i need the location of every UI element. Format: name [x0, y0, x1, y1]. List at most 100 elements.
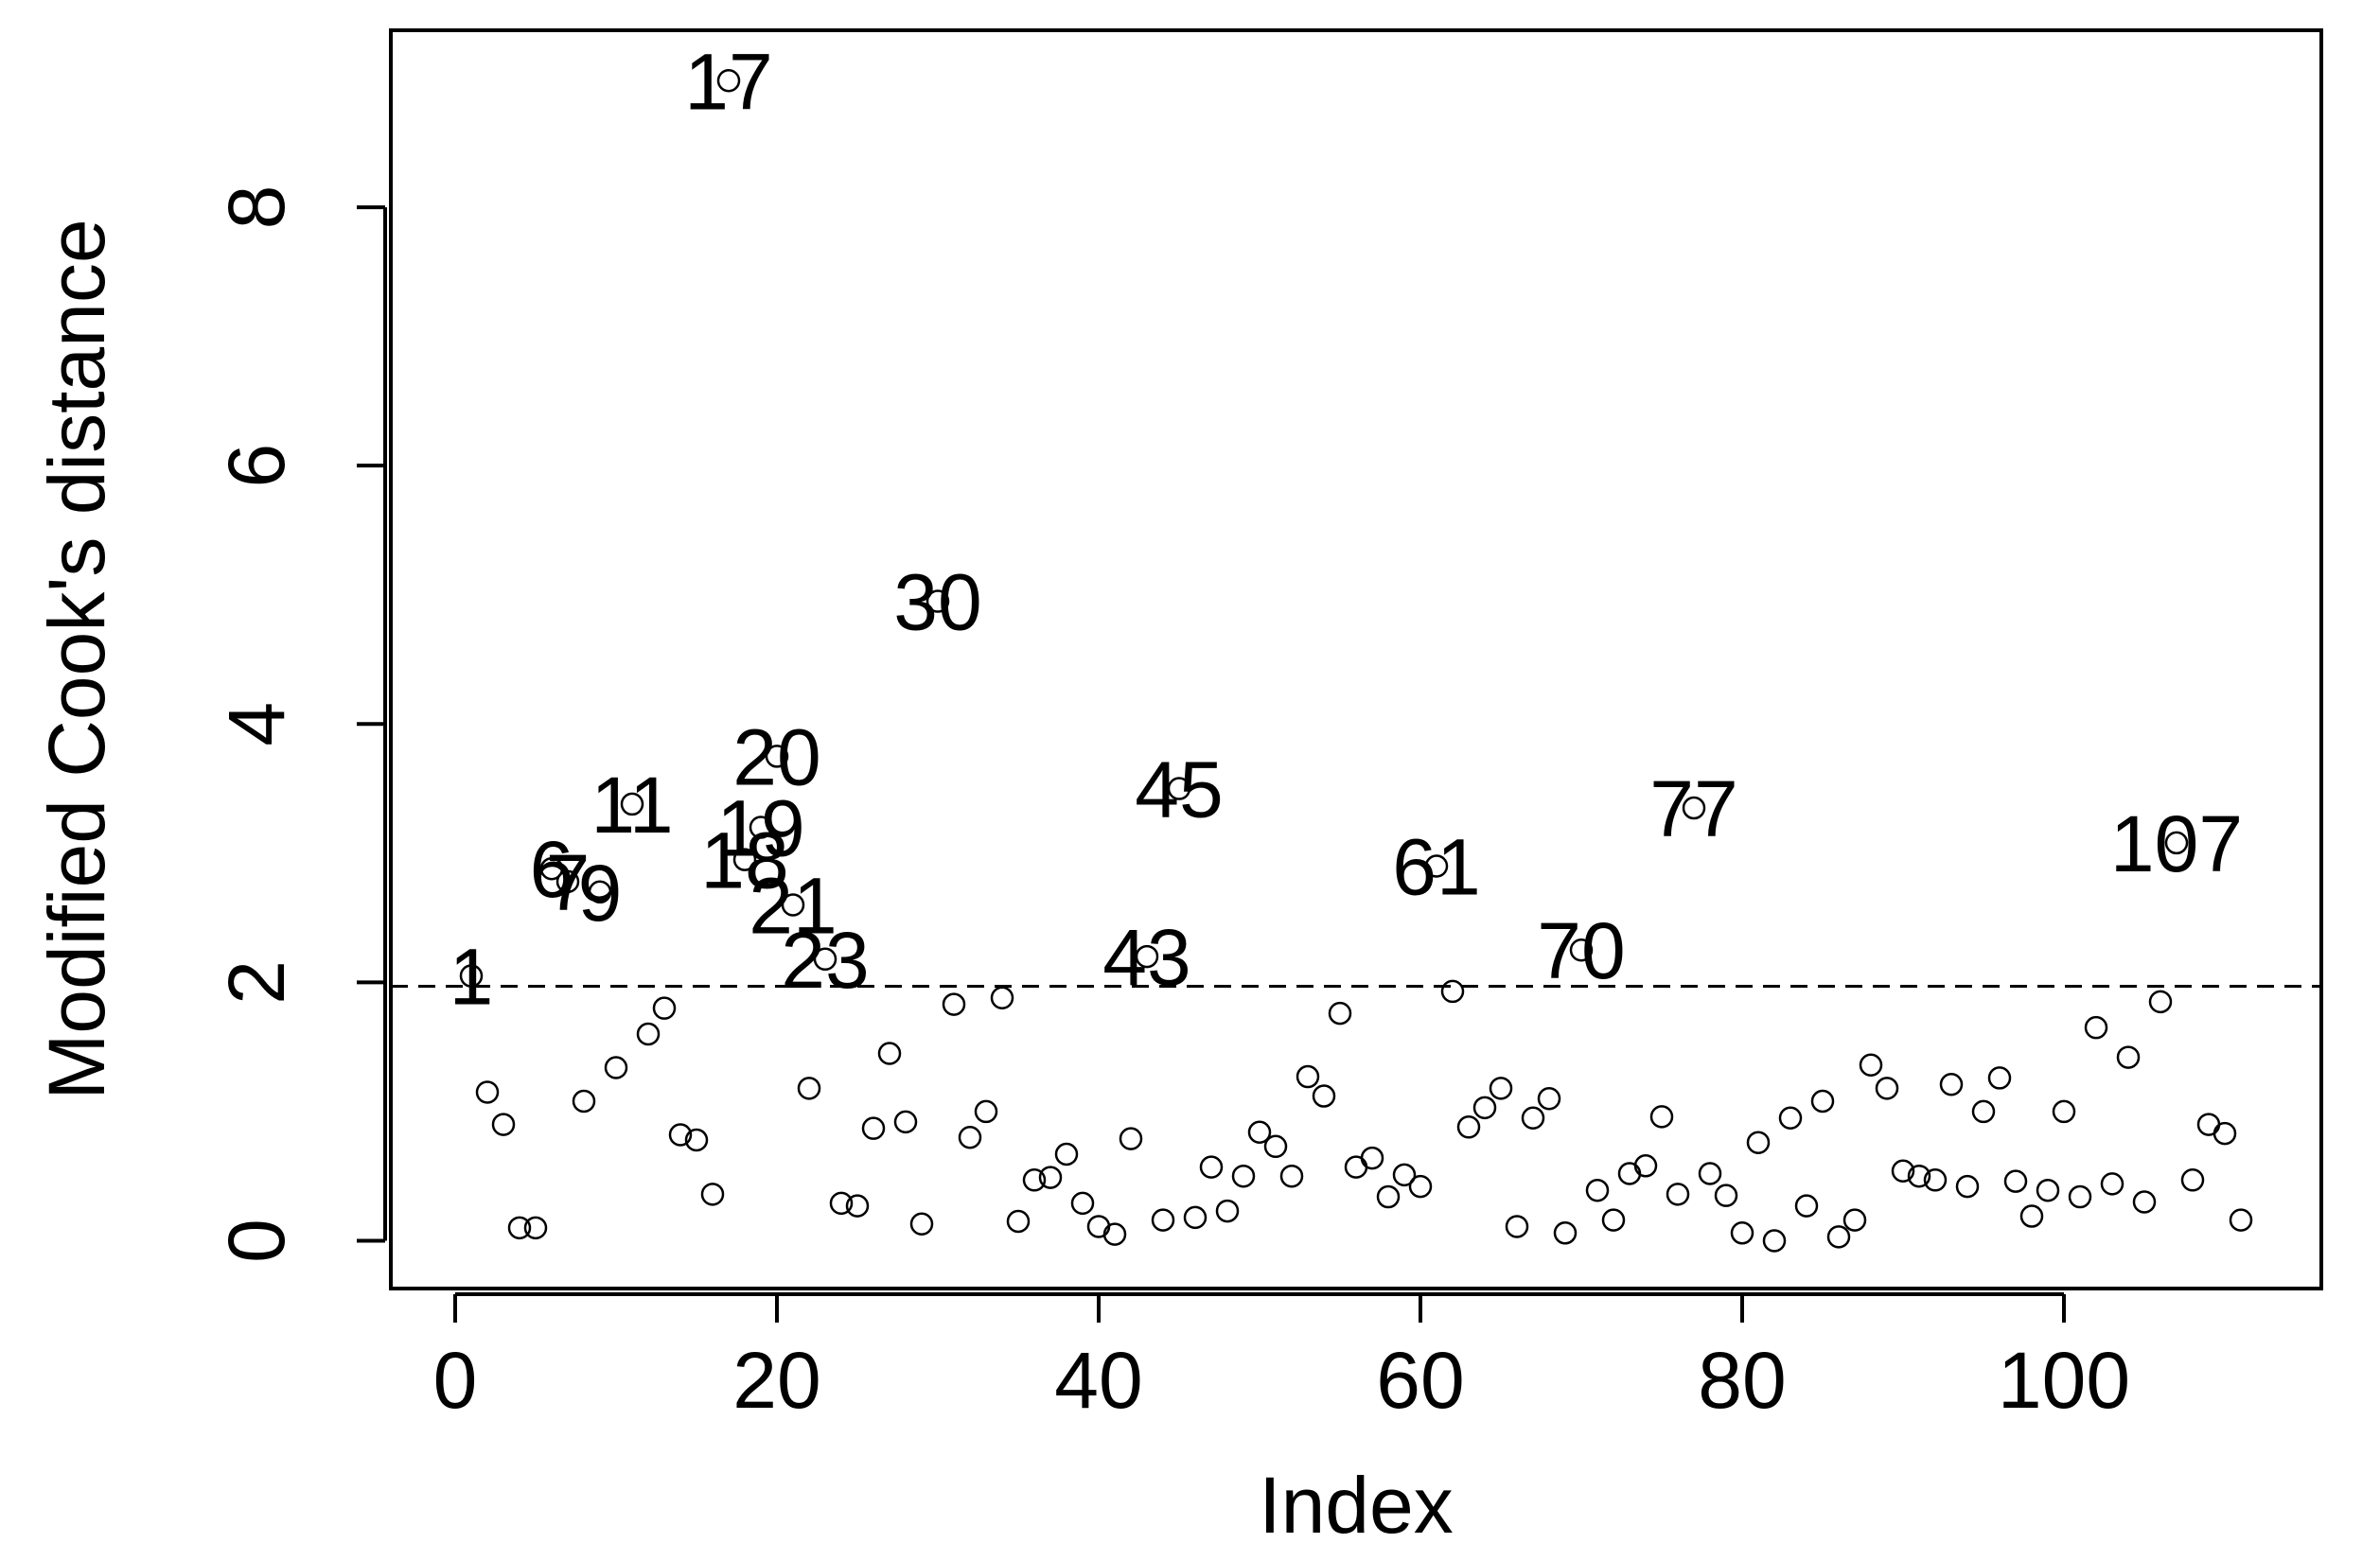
data-point: [1875, 1077, 1899, 1100]
data-point: [620, 792, 644, 816]
point-label: 18: [700, 816, 788, 905]
x-tick-label: 40: [1054, 1336, 1142, 1425]
data-point: [1842, 1208, 1867, 1232]
y-axis: 0 2 4 6 8: [212, 185, 387, 1263]
data-point: [539, 856, 564, 881]
data-point: [1151, 1208, 1175, 1232]
data-point: [1086, 1215, 1111, 1238]
data-point: [2229, 1208, 2253, 1232]
data-point: [716, 69, 741, 93]
point-label: 23: [781, 916, 869, 1005]
data-point: [765, 745, 789, 768]
data-point: [700, 1183, 725, 1206]
data-point: [523, 1216, 548, 1240]
data-point: [1489, 1077, 1513, 1100]
y-axis-title: Modified Cook's distance: [32, 219, 121, 1099]
data-point: [1987, 1066, 2012, 1090]
data-point: [1794, 1194, 1819, 1218]
x-axis-title: Index: [1259, 1461, 1454, 1550]
data-point: [2180, 1168, 2205, 1192]
point-label: 11: [591, 761, 673, 850]
point-label: 20: [732, 712, 820, 801]
y-tick-label: 6: [212, 444, 301, 488]
data-point: [1247, 1120, 1272, 1145]
data-point: [749, 816, 773, 839]
data-point: [1569, 938, 1594, 962]
data-point: [1601, 1208, 1626, 1232]
data-point: [1826, 1225, 1851, 1249]
x-tick-label: 80: [1698, 1336, 1786, 1425]
data-point: [1424, 854, 1449, 878]
data-point: [974, 1099, 998, 1124]
data-point: [1521, 1106, 1545, 1131]
data-point: [668, 1123, 693, 1147]
data-point: [1183, 1205, 1208, 1230]
data-point: [1649, 1105, 1674, 1129]
data-point: [1971, 1099, 1996, 1124]
data-point: [2164, 831, 2189, 855]
data-point: [1923, 1168, 1948, 1192]
data-point: [845, 1194, 870, 1218]
data-point: [2003, 1169, 2028, 1193]
data-point: [829, 1191, 854, 1216]
data-point: [1682, 796, 1706, 820]
data-point: [1810, 1089, 1835, 1114]
data-point: [1633, 1154, 1658, 1178]
data-point: [861, 1116, 886, 1140]
data-point: [781, 893, 805, 917]
data-point: [1360, 1146, 1384, 1170]
data-point: [604, 1056, 628, 1079]
data-point: [1955, 1174, 1980, 1199]
data-point: [1456, 1115, 1481, 1139]
data-point: [2036, 1178, 2060, 1202]
data-point: [1296, 1064, 1320, 1089]
data-point: [1119, 1127, 1143, 1150]
data-point: [1730, 1221, 1754, 1245]
point-label: 7: [546, 838, 591, 927]
data-point: [1778, 1106, 1803, 1131]
data-point: [2019, 1204, 2044, 1228]
point-label: 17: [684, 37, 772, 126]
point-label: 30: [893, 558, 981, 647]
data-point: [1344, 1155, 1368, 1179]
point-label: 6: [530, 825, 574, 914]
y-tick-label: 2: [212, 960, 301, 1005]
data-point: [1054, 1142, 1079, 1166]
x-axis: 0 20 40 60 80 100: [433, 1292, 2130, 1425]
data-point: [1279, 1164, 1304, 1188]
data-point: [2213, 1121, 2237, 1146]
data-point: [877, 1042, 902, 1065]
point-label: 45: [1135, 745, 1223, 834]
data-point: [1263, 1134, 1288, 1159]
data-point: [1617, 1162, 1642, 1185]
data-point: [1070, 1191, 1095, 1216]
data-point: [1199, 1155, 1224, 1179]
y-tick-label: 4: [212, 702, 301, 746]
data-point: [1714, 1184, 1738, 1207]
data-point: [1891, 1159, 1915, 1183]
data-point: [1215, 1199, 1240, 1223]
y-tick-label: 8: [212, 185, 301, 230]
point-label: 70: [1537, 906, 1625, 995]
point-label: 9: [578, 849, 623, 938]
data-point: [1907, 1164, 1931, 1188]
data-point: [1440, 979, 1465, 1004]
data-point: [1859, 1053, 1883, 1078]
point-label: 1: [450, 933, 494, 1022]
data-point: [1698, 1162, 1722, 1185]
data-point: [1505, 1215, 1529, 1238]
plot-frame: [389, 28, 2323, 1290]
point-label: 43: [1102, 913, 1190, 1002]
data-point: [1537, 1087, 1561, 1111]
point-label: 107: [2110, 799, 2243, 888]
data-point: [909, 1212, 934, 1236]
point-label: 19: [716, 784, 804, 873]
y-tick-label: 0: [212, 1219, 301, 1263]
data-points: [459, 69, 2253, 1253]
data-point: [1038, 1166, 1063, 1189]
data-point: [507, 1216, 532, 1240]
data-point: [1746, 1131, 1771, 1154]
point-label: 77: [1649, 764, 1737, 853]
x-tick-label: 20: [732, 1336, 820, 1425]
